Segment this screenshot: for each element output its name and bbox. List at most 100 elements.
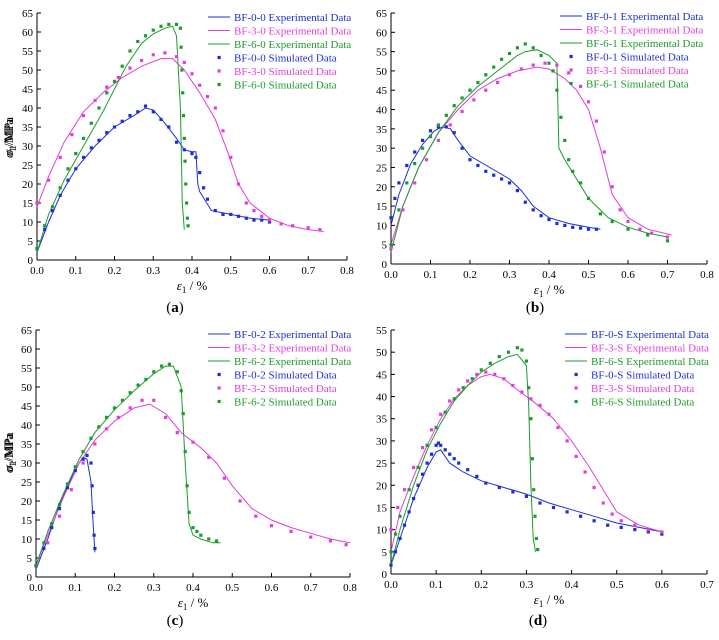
data-point bbox=[484, 481, 488, 485]
data-point bbox=[89, 436, 93, 440]
y-tick-label: 40 bbox=[21, 420, 33, 432]
data-point bbox=[112, 406, 117, 410]
y-tick-label: 35 bbox=[376, 124, 388, 136]
data-point bbox=[547, 218, 551, 222]
data-point bbox=[128, 49, 132, 53]
y-tick-label: 55 bbox=[21, 363, 33, 375]
data-point bbox=[207, 537, 211, 541]
data-point bbox=[412, 497, 416, 501]
data-point bbox=[470, 377, 474, 381]
data-point bbox=[185, 216, 189, 220]
data-point bbox=[175, 431, 179, 435]
data-point bbox=[143, 104, 148, 108]
data-point bbox=[389, 216, 393, 220]
data-point bbox=[484, 169, 488, 173]
data-point bbox=[547, 61, 551, 65]
y-tick-label: 0 bbox=[27, 572, 33, 584]
data-point bbox=[58, 186, 62, 190]
data-point bbox=[460, 146, 464, 150]
y-tick-label: 50 bbox=[376, 66, 388, 78]
data-point bbox=[136, 110, 140, 114]
legend-dot-swatch bbox=[569, 68, 573, 72]
series-line bbox=[390, 353, 536, 566]
data-point bbox=[174, 140, 179, 144]
data-point bbox=[533, 514, 537, 518]
data-point bbox=[89, 461, 93, 465]
data-point bbox=[511, 490, 515, 494]
data-point bbox=[618, 208, 622, 212]
panel-label-open: ( bbox=[529, 613, 534, 629]
data-point bbox=[619, 519, 623, 523]
data-point bbox=[555, 221, 559, 226]
data-point bbox=[90, 484, 94, 488]
data-point bbox=[205, 95, 210, 99]
legend-entry: BF-0-S Simulated Data bbox=[591, 370, 694, 382]
axis-subscript: 1 bbox=[182, 285, 187, 295]
data-point bbox=[539, 214, 543, 218]
data-point bbox=[81, 450, 85, 454]
data-point bbox=[344, 543, 348, 547]
legend-entry: BF-0-2 Simulated Data bbox=[234, 370, 337, 382]
data-point bbox=[413, 150, 417, 154]
data-point bbox=[47, 178, 51, 182]
data-point bbox=[167, 362, 171, 366]
data-point bbox=[182, 60, 186, 64]
data-point bbox=[151, 53, 155, 57]
data-point bbox=[89, 121, 93, 125]
data-point bbox=[619, 525, 623, 529]
data-point bbox=[93, 98, 97, 102]
data-point bbox=[178, 26, 182, 30]
y-tick-label: 65 bbox=[21, 325, 33, 337]
y-tick-label: 20 bbox=[21, 496, 33, 508]
y-tick-label: 50 bbox=[22, 65, 34, 77]
data-point bbox=[120, 398, 124, 402]
data-point bbox=[97, 425, 101, 429]
data-point bbox=[393, 196, 397, 200]
data-point bbox=[152, 370, 156, 374]
y-tick-label: 40 bbox=[22, 103, 34, 115]
data-point bbox=[202, 186, 206, 190]
data-point bbox=[448, 399, 452, 403]
data-point bbox=[610, 219, 614, 224]
data-point bbox=[179, 45, 183, 49]
data-point bbox=[479, 368, 483, 372]
data-point bbox=[563, 223, 567, 227]
axis-subscript: 1 bbox=[8, 461, 18, 466]
data-point bbox=[506, 350, 510, 354]
legend-entry: BF-6-2 Simulated Data bbox=[234, 397, 337, 409]
data-point bbox=[389, 243, 393, 247]
data-point bbox=[496, 80, 500, 85]
data-point bbox=[140, 58, 144, 63]
y-tick-label: 15 bbox=[21, 515, 33, 527]
data-point bbox=[267, 218, 272, 222]
x-tick-label: 0.5 bbox=[582, 269, 596, 281]
data-point bbox=[221, 129, 225, 133]
legend-dot-swatch bbox=[217, 55, 221, 60]
data-point bbox=[97, 106, 101, 110]
data-point bbox=[421, 138, 425, 142]
data-point bbox=[476, 163, 480, 168]
axis-unit: /MPa bbox=[1, 434, 16, 462]
y-tick-label: 15 bbox=[376, 201, 388, 213]
y-tick-label: 50 bbox=[21, 382, 33, 394]
y-tick-label: 55 bbox=[376, 47, 388, 59]
data-point bbox=[638, 227, 642, 231]
axis-unit: / % bbox=[186, 278, 207, 293]
data-point bbox=[69, 488, 73, 492]
panel-label-close: ) bbox=[542, 613, 547, 629]
data-point bbox=[529, 417, 533, 421]
data-point bbox=[222, 476, 226, 480]
axis-unit: /MPa bbox=[1, 119, 16, 147]
x-axis-title: ε1 / % bbox=[177, 278, 208, 295]
series-line bbox=[35, 365, 221, 566]
data-point bbox=[205, 197, 210, 201]
data-point bbox=[434, 443, 438, 447]
data-point bbox=[430, 428, 434, 432]
data-point bbox=[389, 563, 393, 567]
data-point bbox=[128, 114, 132, 118]
data-point bbox=[646, 530, 650, 534]
data-point bbox=[412, 465, 416, 470]
data-point bbox=[81, 457, 85, 461]
y-tick-label: 35 bbox=[21, 439, 33, 451]
y-tick-label: 20 bbox=[376, 480, 388, 492]
